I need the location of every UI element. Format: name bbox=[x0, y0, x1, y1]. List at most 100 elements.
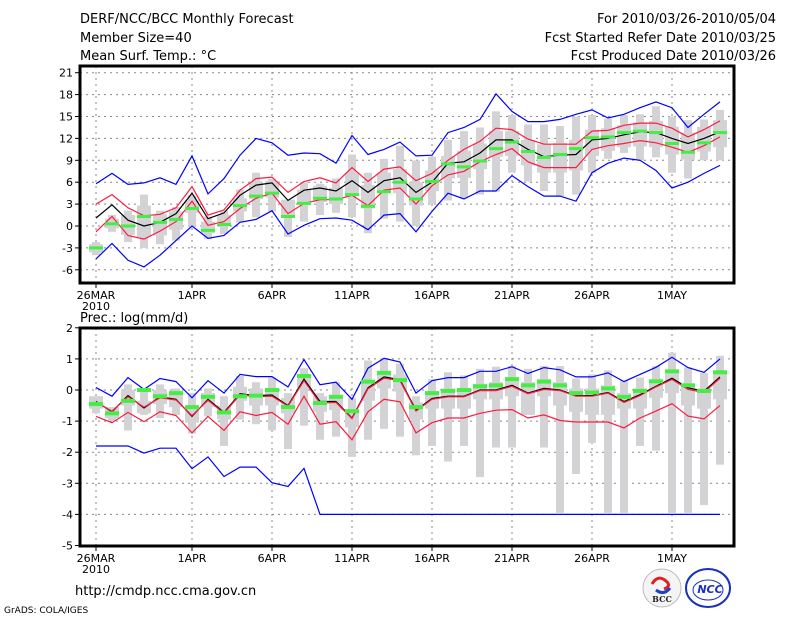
ensemble-whisker-bar bbox=[412, 396, 420, 456]
observed-marker bbox=[281, 405, 295, 410]
observed-marker bbox=[329, 394, 343, 399]
observed-marker bbox=[105, 222, 119, 226]
y-tick-label: 0 bbox=[66, 384, 73, 397]
observed-marker bbox=[617, 131, 631, 135]
observed-marker bbox=[569, 147, 583, 151]
x-tick-label: 1MAY bbox=[657, 289, 687, 302]
observed-marker bbox=[713, 370, 727, 375]
x-tick-label: 1APR bbox=[178, 552, 207, 565]
observed-marker bbox=[585, 136, 599, 140]
ensemble-box bbox=[505, 379, 519, 397]
produced-date-label: Fcst Produced Date 2010/03/26 bbox=[571, 49, 776, 64]
source-url-link[interactable]: http://cmdp.ncc.cma.gov.cn bbox=[75, 584, 256, 599]
y-tick-label: 18 bbox=[59, 89, 73, 102]
observed-marker bbox=[697, 141, 711, 145]
temperature-plot: -6 -3 0 3 6 9 12 15 18 21 26MAR 1APR 6APR 11APR 16APR 2… bbox=[59, 64, 736, 313]
ensemble-whisker-bar bbox=[716, 355, 724, 465]
ensemble-box bbox=[585, 129, 599, 156]
x-tick-label: 21APR bbox=[494, 552, 530, 565]
observed-marker bbox=[377, 190, 391, 194]
ensemble-whisker-bar bbox=[668, 352, 676, 513]
precipitation-plot: -5 -4 -3 -2 -1 0 1 2 26MAR 1APR 6APR 11APR 16APR 21AP… bbox=[62, 322, 736, 576]
y-tick-label: 15 bbox=[59, 111, 73, 124]
ensemble-whisker-bar bbox=[636, 377, 644, 446]
grads-credit: GrADS: COLA/IGES bbox=[4, 606, 88, 616]
observed-marker bbox=[553, 152, 567, 156]
observed-marker bbox=[665, 142, 679, 146]
ensemble-box bbox=[553, 382, 567, 406]
ensemble-box bbox=[153, 214, 167, 236]
observed-marker bbox=[425, 179, 439, 183]
ensemble-box bbox=[457, 390, 471, 409]
ensemble-mean-line bbox=[95, 131, 721, 227]
observed-marker bbox=[473, 159, 487, 163]
observed-marker bbox=[345, 409, 359, 414]
observed-marker bbox=[633, 129, 647, 133]
y-tick-label: 3 bbox=[66, 198, 73, 211]
ensemble-box bbox=[617, 125, 631, 148]
observed-marker bbox=[185, 206, 199, 210]
ensemble-box bbox=[441, 388, 455, 409]
observed-marker bbox=[153, 394, 167, 399]
ensemble-box bbox=[377, 371, 391, 389]
x-tick-label: 16APR bbox=[414, 289, 450, 302]
maximum-line bbox=[95, 356, 721, 401]
upper-spread-line bbox=[95, 377, 721, 420]
x-tick-label: 26MAR bbox=[77, 552, 116, 565]
ensemble-box bbox=[665, 372, 679, 394]
ensemble-box bbox=[713, 372, 727, 400]
x-tick-label: 11APR bbox=[334, 289, 370, 302]
y-tick-label: 21 bbox=[59, 67, 73, 80]
ensemble-box bbox=[137, 205, 151, 237]
y-tick-label: 2 bbox=[66, 322, 73, 335]
x-tick-label: 26MAR bbox=[77, 289, 116, 302]
observed-marker bbox=[121, 398, 135, 403]
observed-marker bbox=[665, 369, 679, 374]
observed-marker bbox=[185, 405, 199, 410]
observed-marker bbox=[217, 410, 231, 415]
observed-marker bbox=[521, 150, 535, 154]
observed-marker bbox=[361, 204, 375, 208]
observed-marker bbox=[377, 370, 391, 375]
y-tick-label: -1 bbox=[62, 415, 73, 428]
observed-marker bbox=[281, 215, 295, 219]
ncc-logo: NCC bbox=[685, 568, 731, 608]
ensemble-whisker-bar bbox=[492, 366, 500, 448]
ensemble-whisker-bar bbox=[316, 393, 324, 440]
observed-marker bbox=[265, 388, 279, 392]
ensemble-box bbox=[665, 126, 679, 155]
observed-marker bbox=[297, 201, 311, 205]
observed-marker bbox=[121, 224, 135, 228]
observed-marker bbox=[409, 405, 423, 410]
y-tick-label: 1 bbox=[66, 353, 73, 366]
x-tick-label: 1MAY bbox=[657, 552, 687, 565]
lower-spread-line bbox=[95, 136, 721, 240]
forecast-period-label: For 2010/03/26-2010/05/04 bbox=[597, 12, 776, 27]
x-tick-label: 26APR bbox=[574, 289, 610, 302]
observed-marker bbox=[105, 411, 119, 416]
observed-marker bbox=[713, 131, 727, 135]
figure-title: DERF/NCC/BCC Monthly Forecast bbox=[80, 12, 294, 27]
observed-marker bbox=[457, 388, 471, 392]
observed-marker bbox=[489, 383, 503, 388]
y-tick-label: -2 bbox=[62, 446, 73, 459]
ensemble-box bbox=[377, 172, 391, 194]
observed-marker bbox=[393, 378, 407, 383]
x-tick-label: 11APR bbox=[334, 552, 370, 565]
ensemble-whisker-bar bbox=[460, 375, 468, 446]
ensemble-whisker-bar bbox=[652, 366, 660, 451]
lower-spread-line bbox=[95, 394, 721, 441]
x-tick-label: 6APR bbox=[258, 289, 287, 302]
plot-frame bbox=[78, 326, 736, 548]
observed-marker bbox=[233, 394, 247, 399]
observed-marker bbox=[201, 228, 215, 232]
x-tick-label: 21APR bbox=[494, 289, 530, 302]
ensemble-whisker-bar bbox=[556, 366, 564, 513]
ensemble-box bbox=[409, 182, 423, 206]
observed-marker bbox=[521, 383, 535, 388]
ensemble-whisker-bar bbox=[444, 372, 452, 462]
observed-marker bbox=[169, 217, 183, 221]
ensemble-box bbox=[457, 150, 471, 178]
ensemble-box bbox=[553, 142, 567, 173]
